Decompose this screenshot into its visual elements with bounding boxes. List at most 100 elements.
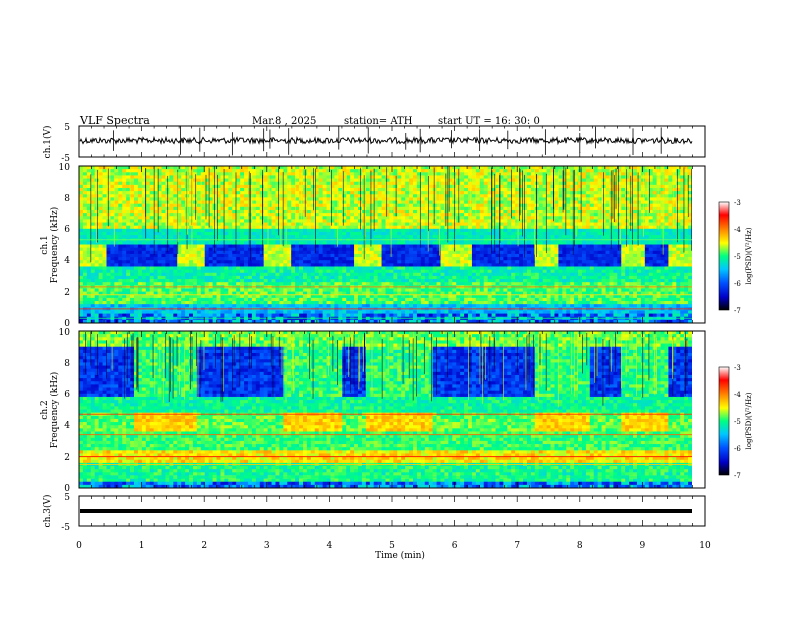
spec-cell [213, 314, 217, 318]
spec-cell [283, 194, 287, 198]
spec-cell [272, 288, 276, 292]
spec-cell [146, 310, 150, 314]
spec-cell [307, 310, 311, 314]
spec-cell [217, 169, 221, 173]
spec-cell [189, 216, 193, 220]
spec-cell [130, 185, 134, 189]
spec-cell [181, 213, 185, 217]
spec-cell [330, 276, 334, 280]
spec-cell [173, 201, 177, 205]
spec-cell [386, 314, 390, 318]
spec-cell [99, 248, 103, 252]
spec-cell [315, 310, 319, 314]
spec-cell [397, 260, 401, 264]
spec-cell [275, 257, 279, 261]
spec-cell [358, 245, 362, 249]
spec-cell [268, 263, 272, 267]
spec-cell [464, 197, 468, 201]
spec-cell [346, 295, 350, 299]
spec-cell [213, 194, 217, 198]
spec-cell [382, 201, 386, 205]
spec-cell [197, 182, 201, 186]
spec-cell [197, 235, 201, 239]
spec-cell [193, 223, 197, 227]
spec-cell [323, 213, 327, 217]
spec-cell [382, 216, 386, 220]
spec-cell [433, 241, 437, 245]
spec-cell [110, 279, 114, 283]
spec-cell [142, 288, 146, 292]
spec-cell [173, 314, 177, 318]
spec-cell [350, 282, 354, 286]
spec-cell [236, 197, 240, 201]
spec-cell [279, 248, 283, 252]
spec-cell [468, 201, 472, 205]
spec-cell [307, 263, 311, 267]
spec-cell [213, 295, 217, 299]
spec-cell [193, 185, 197, 189]
spec-cell [303, 266, 307, 270]
spec-cell [107, 245, 111, 249]
spec-cell [248, 282, 252, 286]
spec-cell [311, 251, 315, 255]
spec-cell [366, 276, 370, 280]
spec-cell [413, 185, 417, 189]
spec-cell [224, 213, 228, 217]
spec-cell [382, 263, 386, 267]
spec-cell [162, 169, 166, 173]
spec-cell [150, 235, 154, 239]
spec-cell [295, 276, 299, 280]
spec-cell [448, 257, 452, 261]
spec-cell [122, 276, 126, 280]
spec-cell [303, 263, 307, 267]
spec-cell [330, 251, 334, 255]
spec-cell [107, 298, 111, 302]
spec-cell [173, 245, 177, 249]
spec-cell [146, 270, 150, 274]
spec-cell [193, 263, 197, 267]
spec-cell [413, 257, 417, 261]
spec-cell [228, 235, 232, 239]
spec-cell [248, 295, 252, 299]
spec-cell [323, 301, 327, 305]
spec-cell [201, 310, 205, 314]
spec-cell [189, 229, 193, 233]
spec-cell [154, 295, 158, 299]
spec-cell [327, 166, 331, 170]
spec-cell [393, 191, 397, 195]
spec-cell [437, 304, 441, 308]
spec-cell [358, 166, 362, 170]
spec-cell [91, 232, 95, 236]
spec-cell [256, 207, 260, 211]
spec-cell [91, 301, 95, 305]
spec-cell [189, 251, 193, 255]
spec-cell [181, 179, 185, 183]
spec-cell [405, 182, 409, 186]
spec-cell [107, 226, 111, 230]
spec-cell [330, 248, 334, 252]
spec-cell [173, 301, 177, 305]
spec-cell [378, 314, 382, 318]
spec-cell [95, 172, 99, 176]
spec-cell [386, 232, 390, 236]
spec-cell [99, 235, 103, 239]
spec-cell [103, 263, 107, 267]
spec-cell [275, 179, 279, 183]
spec-cell [268, 270, 272, 274]
spec-cell [126, 219, 130, 223]
spec-cell [240, 260, 244, 264]
spec-cell [244, 179, 248, 183]
spec-cell [103, 179, 107, 183]
spec-cell [425, 257, 429, 261]
spec-cell [87, 310, 91, 314]
spec-cell [338, 254, 342, 258]
spec-cell [460, 210, 464, 214]
spec-cell [437, 301, 441, 305]
spec-cell [118, 245, 122, 249]
spec-cell [256, 191, 260, 195]
spec-cell [429, 216, 433, 220]
spec-cell [464, 223, 468, 227]
spec-cell [362, 295, 366, 299]
spec-cell [232, 169, 236, 173]
spec-cell [114, 172, 118, 176]
